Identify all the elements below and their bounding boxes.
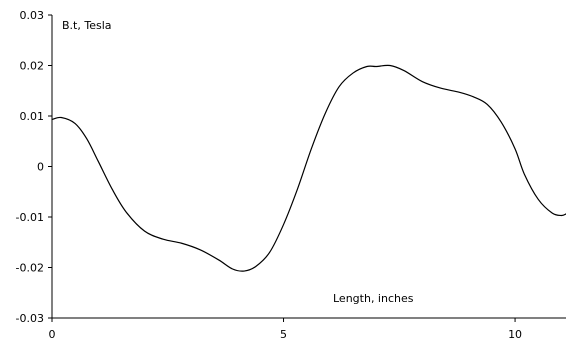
y-tick-label: -0.01 bbox=[16, 211, 44, 224]
y-axis-title: B.t, Tesla bbox=[62, 19, 112, 32]
x-axis-ticks: 0 5 10 bbox=[49, 318, 522, 341]
y-tick-label: 0.03 bbox=[20, 9, 45, 22]
x-tick-label: 5 bbox=[280, 328, 287, 341]
x-tick-label: 0 bbox=[49, 328, 56, 341]
x-axis-title: Length, inches bbox=[333, 292, 414, 305]
y-tick-label: -0.02 bbox=[16, 262, 44, 275]
y-tick-label: 0.01 bbox=[20, 110, 45, 123]
y-tick-label: -0.03 bbox=[16, 312, 44, 325]
y-axis-ticks: 0.03 0.02 0.01 0 -0.01 -0.02 -0.03 bbox=[16, 9, 52, 325]
y-tick-label: 0.02 bbox=[20, 60, 45, 73]
series-line bbox=[51, 64, 566, 272]
y-tick-label: 0 bbox=[37, 161, 44, 174]
x-tick-label: 10 bbox=[508, 328, 522, 341]
